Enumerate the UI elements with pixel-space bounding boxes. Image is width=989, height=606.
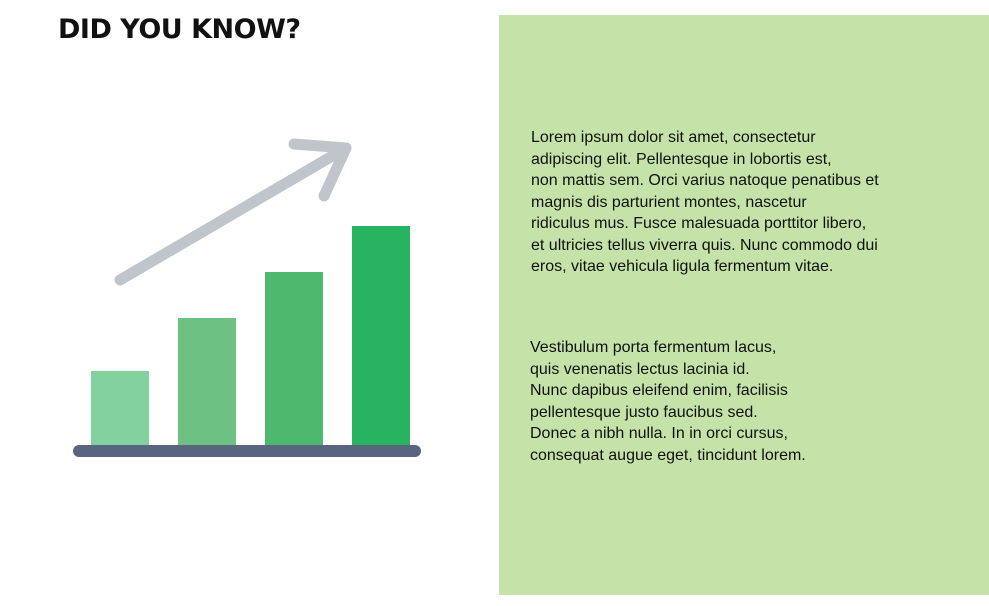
- info-paragraph-2: Vestibulum porta fermentum lacus, quis v…: [530, 339, 806, 464]
- illustration-bar-1: [91, 371, 149, 445]
- page-title: DID YOU KNOW?: [58, 14, 301, 45]
- growth-arrow-icon: [114, 138, 352, 286]
- illustration-bar-3: [265, 272, 323, 445]
- chart-baseline: [73, 445, 421, 457]
- bars-group: [91, 226, 410, 445]
- illustration-bar-4: [352, 226, 410, 445]
- info-paragraph-1: Lorem ipsum dolor sit amet, consectetur …: [531, 129, 879, 275]
- illustration-bar-2: [178, 318, 236, 445]
- info-panel: Lorem ipsum dolor sit amet, consectetur …: [499, 15, 989, 595]
- growth-bar-chart-icon: [73, 138, 421, 457]
